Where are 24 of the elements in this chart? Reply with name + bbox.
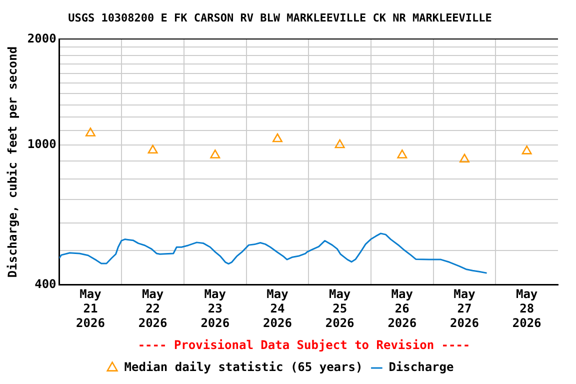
point [85, 128, 96, 136]
x-tick-label: May 25 2026 [325, 287, 354, 330]
y-tick-label: 400 [34, 276, 56, 291]
x-tick-label: May 27 2026 [450, 287, 479, 330]
point [522, 146, 532, 154]
point [210, 150, 220, 158]
point [334, 139, 345, 148]
y-axis-title: Discharge, cubic feet per second [5, 46, 20, 278]
point [460, 154, 470, 163]
x-tick-label: May 21 2026 [76, 287, 105, 330]
point [272, 133, 282, 142]
point [148, 144, 158, 154]
y-tick-label: 1000 [27, 137, 56, 152]
point [397, 150, 408, 158]
x-tick-label: May 28 2026 [512, 287, 542, 330]
legend-label: Discharge [388, 360, 454, 374]
y-tick-label: 2000 [27, 31, 56, 46]
text: ---- Provisional Data Subject to Revision ---- [138, 338, 470, 352]
x-tick-label: May 23 2026 [200, 287, 230, 330]
legend-label: Median daily statistic (65 years) [124, 360, 363, 374]
chart-title: USGS 10308200 E FK CARSON RV BLW MARKLEEVILLE CK NR MARKLEEVILLE [68, 11, 492, 24]
x-tick-label: May 26 2026 [388, 287, 417, 330]
x-tick-label: May 24 2026 [263, 287, 292, 330]
x-tick-label: May 22 2026 [138, 287, 168, 330]
